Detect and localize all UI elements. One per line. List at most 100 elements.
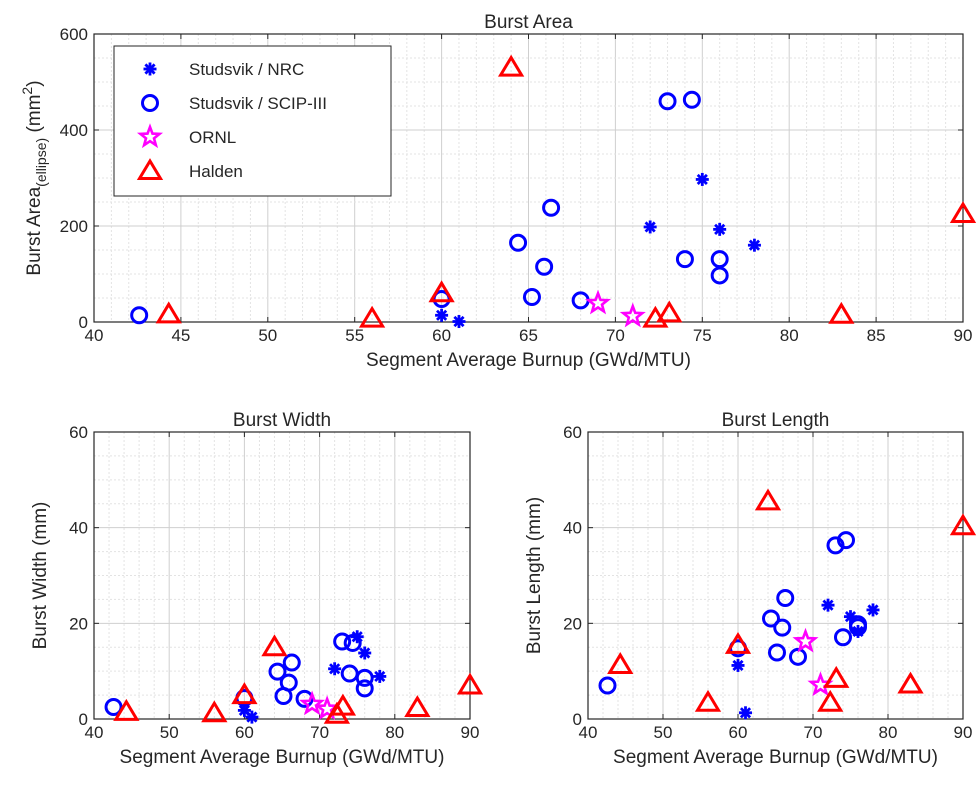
x-axis-label: Segment Average Burnup (GWd/MTU) bbox=[120, 747, 445, 768]
x-tick-label: 40 bbox=[579, 723, 598, 742]
legend-marker-studsvik-scip-iii bbox=[141, 94, 159, 112]
data-point-studsvik-scip-iii bbox=[333, 632, 352, 651]
y-tick-label: 60 bbox=[563, 423, 582, 442]
data-point-ornl bbox=[792, 627, 819, 653]
data-point-studsvik-scip-iii bbox=[104, 698, 123, 717]
legend-label: Studsvik / NRC bbox=[189, 60, 304, 79]
y-tick-label: 40 bbox=[563, 519, 582, 538]
legend-label: ORNL bbox=[189, 128, 236, 147]
data-point-studsvik-nrc bbox=[821, 598, 835, 612]
data-point-studsvik-nrc bbox=[328, 662, 342, 676]
data-point-studsvik-nrc bbox=[245, 710, 259, 724]
x-tick-label: 80 bbox=[879, 723, 898, 742]
data-point-studsvik-nrc bbox=[731, 658, 745, 672]
x-axis-label: Segment Average Burnup (GWd/MTU) bbox=[366, 350, 691, 371]
x-tick-label: 90 bbox=[954, 326, 973, 345]
x-tick-label: 80 bbox=[780, 326, 799, 345]
data-point-halden bbox=[897, 671, 924, 694]
data-point-ornl bbox=[314, 695, 341, 721]
x-tick-label: 90 bbox=[954, 723, 973, 742]
data-point-studsvik-scip-iii bbox=[343, 633, 362, 652]
data-point-studsvik-scip-iii bbox=[432, 289, 451, 308]
series-studsvik-nrc bbox=[435, 172, 761, 329]
x-tick-label: 50 bbox=[160, 723, 179, 742]
data-point-halden bbox=[754, 488, 782, 511]
x-tick-label: 60 bbox=[729, 723, 748, 742]
legend-item-studsvik-scip-iii: Studsvik / SCIP-III bbox=[141, 94, 327, 113]
data-point-halden bbox=[428, 280, 455, 303]
data-point-studsvik-scip-iii bbox=[130, 306, 149, 325]
data-points bbox=[130, 54, 977, 329]
data-point-studsvik-scip-iii bbox=[762, 609, 780, 628]
x-tick-label: 80 bbox=[385, 723, 404, 742]
data-point-studsvik-scip-iii bbox=[268, 662, 287, 681]
data-point-halden bbox=[404, 695, 431, 717]
series-ornl bbox=[299, 690, 341, 721]
data-point-studsvik-nrc bbox=[695, 172, 709, 186]
data-point-studsvik-scip-iii bbox=[658, 92, 677, 111]
data-point-studsvik-scip-iii bbox=[535, 257, 554, 276]
data-point-studsvik-scip-iii bbox=[355, 679, 374, 698]
data-point-ornl bbox=[584, 289, 612, 315]
data-point-studsvik-scip-iii bbox=[776, 588, 795, 607]
data-point-studsvik-nrc bbox=[713, 222, 727, 236]
series-studsvik-nrc bbox=[237, 630, 387, 724]
y-tick-label: 0 bbox=[79, 313, 88, 332]
x-tick-label: 55 bbox=[345, 326, 364, 345]
x-tick-label: 70 bbox=[804, 723, 823, 742]
data-point-studsvik-scip-iii bbox=[682, 90, 701, 109]
data-point-halden bbox=[828, 301, 855, 324]
y-axis-label: Burst Area(ellipse) (mm2) bbox=[19, 80, 49, 275]
data-point-studsvik-scip-iii bbox=[282, 653, 301, 672]
y-tick-label: 600 bbox=[60, 25, 88, 44]
data-point-halden bbox=[724, 631, 752, 654]
data-point-studsvik-scip-iii bbox=[542, 198, 561, 217]
legend-label: Studsvik / SCIP-III bbox=[189, 94, 327, 113]
data-point-ornl bbox=[299, 690, 326, 716]
series-studsvik-scip-iii bbox=[104, 632, 374, 717]
data-point-studsvik-scip-iii bbox=[768, 643, 786, 662]
x-tick-label: 75 bbox=[693, 326, 712, 345]
series-halden bbox=[155, 54, 977, 328]
x-tick-label: 70 bbox=[310, 723, 329, 742]
data-point-studsvik-scip-iii bbox=[675, 250, 694, 269]
chart-title: Burst Length bbox=[722, 410, 830, 431]
data-point-halden bbox=[949, 201, 977, 223]
legend-item-studsvik-nrc: Studsvik / NRC bbox=[143, 60, 304, 79]
x-tick-label: 85 bbox=[867, 326, 886, 345]
legend-item-halden: Halden bbox=[136, 158, 243, 181]
data-points bbox=[598, 488, 977, 720]
chart-burst-area: 40 45 50 55 60 65 70 75 80 85 90 0 200 400 600 Burst Ar… bbox=[19, 12, 977, 371]
x-tick-label: 60 bbox=[432, 326, 451, 345]
data-point-studsvik-nrc bbox=[643, 220, 657, 234]
legend-marker-ornl bbox=[136, 123, 164, 149]
data-point-studsvik-scip-iii bbox=[509, 233, 528, 252]
data-point-halden bbox=[656, 300, 683, 323]
data-point-studsvik-nrc bbox=[452, 315, 466, 329]
x-tick-label: 65 bbox=[519, 326, 538, 345]
y-tick-label: 200 bbox=[60, 217, 88, 236]
data-point-halden bbox=[201, 700, 228, 723]
data-point-ornl bbox=[619, 302, 646, 328]
y-tick-label: 0 bbox=[79, 710, 88, 729]
chart-burst-length: 40 50 60 70 80 90 0 20 40 60 Burst Length Segment A… bbox=[524, 410, 977, 768]
data-point-studsvik-scip-iii bbox=[295, 689, 314, 708]
series-halden bbox=[607, 488, 977, 712]
data-point-halden bbox=[694, 689, 722, 712]
series-studsvik-scip-iii bbox=[130, 90, 729, 325]
chart-title: Burst Area bbox=[484, 12, 573, 33]
data-points bbox=[104, 630, 484, 724]
data-point-studsvik-scip-iii bbox=[849, 615, 867, 634]
legend-item-ornl: ORNL bbox=[136, 123, 236, 149]
data-point-halden bbox=[113, 698, 140, 721]
data-point-studsvik-nrc bbox=[373, 669, 387, 683]
data-point-studsvik-scip-iii bbox=[710, 250, 729, 269]
x-tick-label: 40 bbox=[85, 723, 104, 742]
data-point-studsvik-scip-iii bbox=[598, 676, 617, 695]
y-tick-label: 400 bbox=[60, 121, 88, 140]
legend: Studsvik / NRC Studsvik / SCIP-III ORNL Hal… bbox=[113, 45, 392, 197]
y-tick-label: 20 bbox=[69, 614, 88, 633]
data-point-halden bbox=[607, 652, 634, 674]
data-point-halden bbox=[329, 693, 357, 716]
